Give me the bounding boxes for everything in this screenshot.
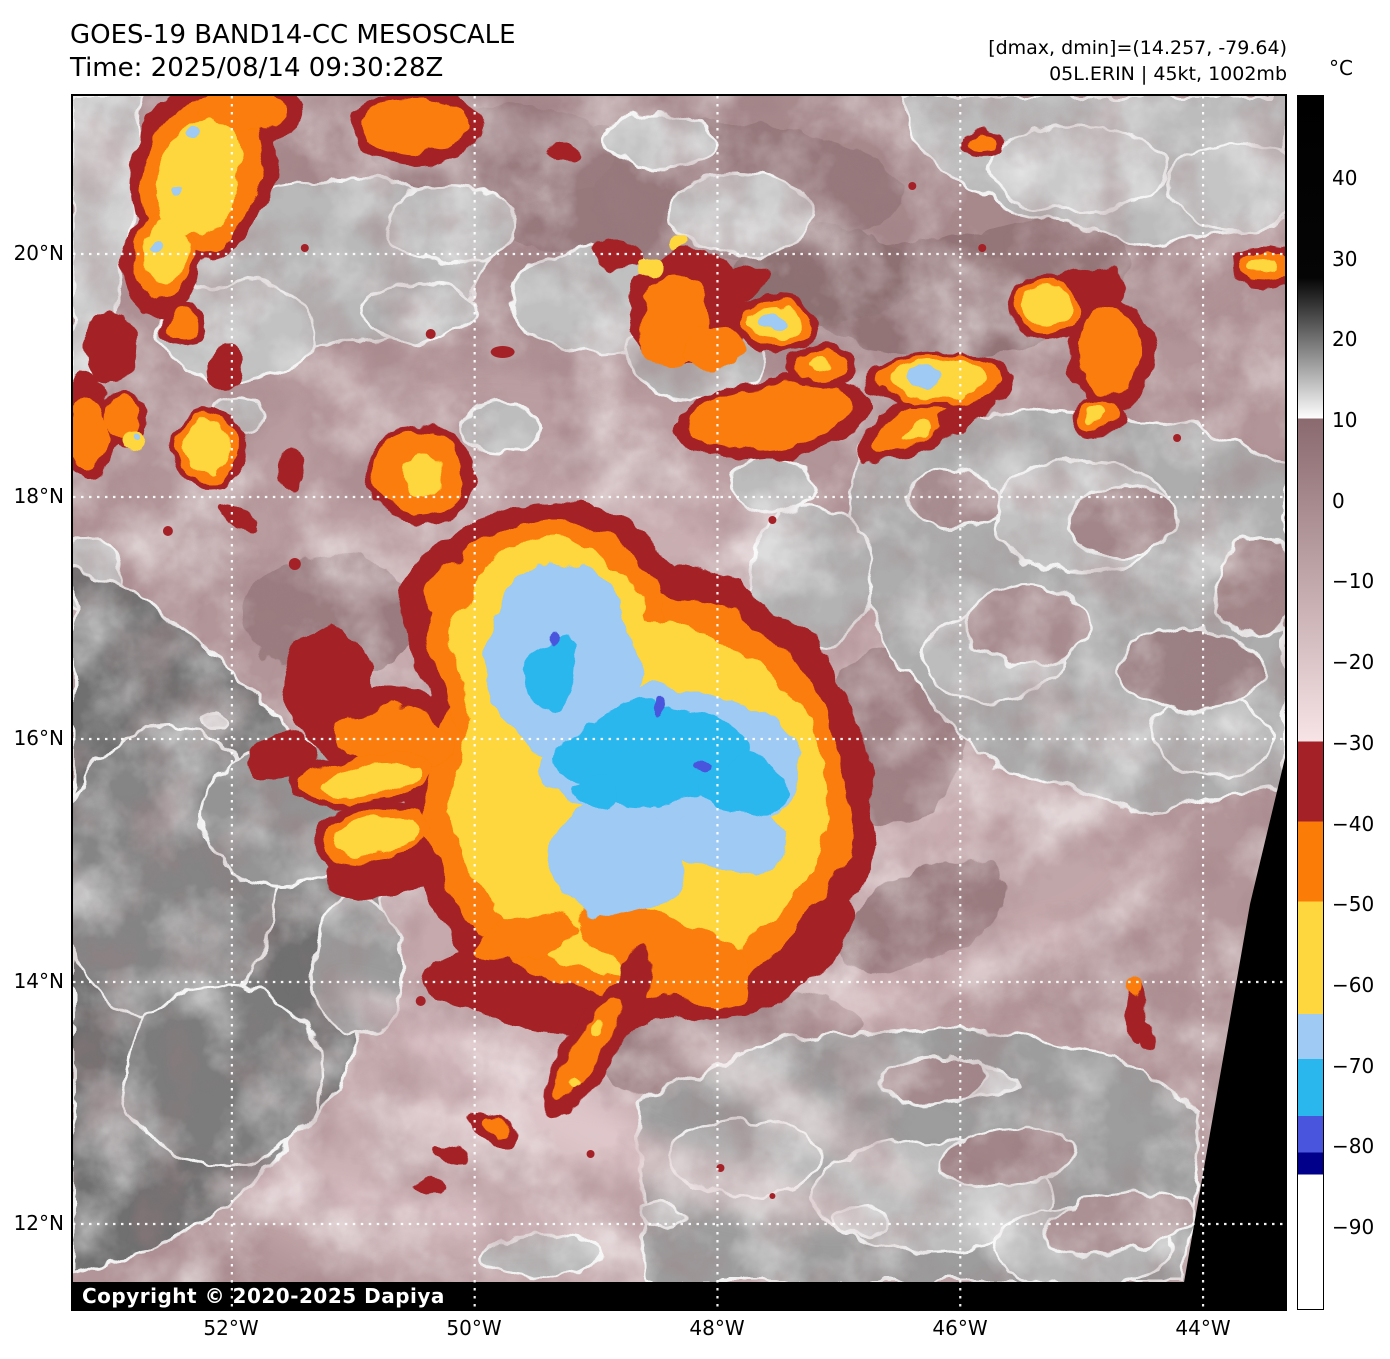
lon-label: 46°W	[932, 1316, 988, 1340]
colorbar-tick: −50	[1332, 892, 1375, 916]
no-data-region	[73, 758, 1285, 1309]
colorbar-tick: −80	[1332, 1134, 1375, 1158]
colorbar-unit-label: °C	[1329, 56, 1353, 80]
colorbar-tick: −90	[1332, 1215, 1375, 1239]
colorbar-tick: 30	[1332, 247, 1358, 271]
colorbar-tick: −70	[1332, 1054, 1375, 1078]
satellite-imagery	[73, 96, 1285, 1309]
colorbar-tick: 20	[1332, 327, 1358, 351]
storm-info-readout: 05L.ERIN | 45kt, 1002mb	[1049, 63, 1287, 85]
lat-label: 14°N	[13, 969, 64, 993]
convective-cells-north	[548, 145, 961, 464]
lon-label: 48°W	[689, 1316, 745, 1340]
dmax-dmin-readout: [dmax, dmin]=(14.257, -79.64)	[988, 37, 1287, 59]
colorbar-tick: 10	[1332, 408, 1358, 432]
colorbar-tick: −20	[1332, 650, 1375, 674]
timestamp: Time: 2025/08/14 09:30:28Z	[70, 53, 444, 83]
lat-label: 12°N	[13, 1211, 64, 1235]
copyright-notice: Copyright © 2020-2025 Dapiya	[82, 1284, 445, 1308]
colorbar-tick: −60	[1332, 973, 1375, 997]
colorbar-tick: −30	[1332, 731, 1375, 755]
convective-cells-northwest	[73, 96, 482, 424]
satellite-map: Copyright © 2020-2025 Dapiya	[71, 94, 1287, 1311]
lat-label: 16°N	[13, 726, 64, 750]
lon-label: 50°W	[446, 1316, 502, 1340]
lon-label: 44°W	[1175, 1316, 1231, 1340]
scattered-red-specks	[162, 182, 1182, 1199]
graticule-gridlines	[73, 96, 1285, 1309]
colorbar-tick: 0	[1332, 489, 1345, 513]
lat-label: 20°N	[13, 241, 64, 265]
temperature-colorbar	[1297, 95, 1324, 1310]
page-title: GOES-19 BAND14-CC MESOSCALE	[70, 20, 516, 50]
colorbar-tick: 40	[1332, 166, 1358, 190]
storm-core	[247, 496, 876, 1036]
convective-streaks-south	[415, 946, 1153, 1194]
convective-cells-west	[73, 391, 475, 530]
colorbar-tick: −40	[1332, 812, 1375, 836]
lon-label: 52°W	[203, 1316, 259, 1340]
lat-label: 18°N	[13, 484, 64, 508]
colorbar-tick: −10	[1332, 569, 1375, 593]
convective-cells-northeast	[862, 130, 1285, 434]
